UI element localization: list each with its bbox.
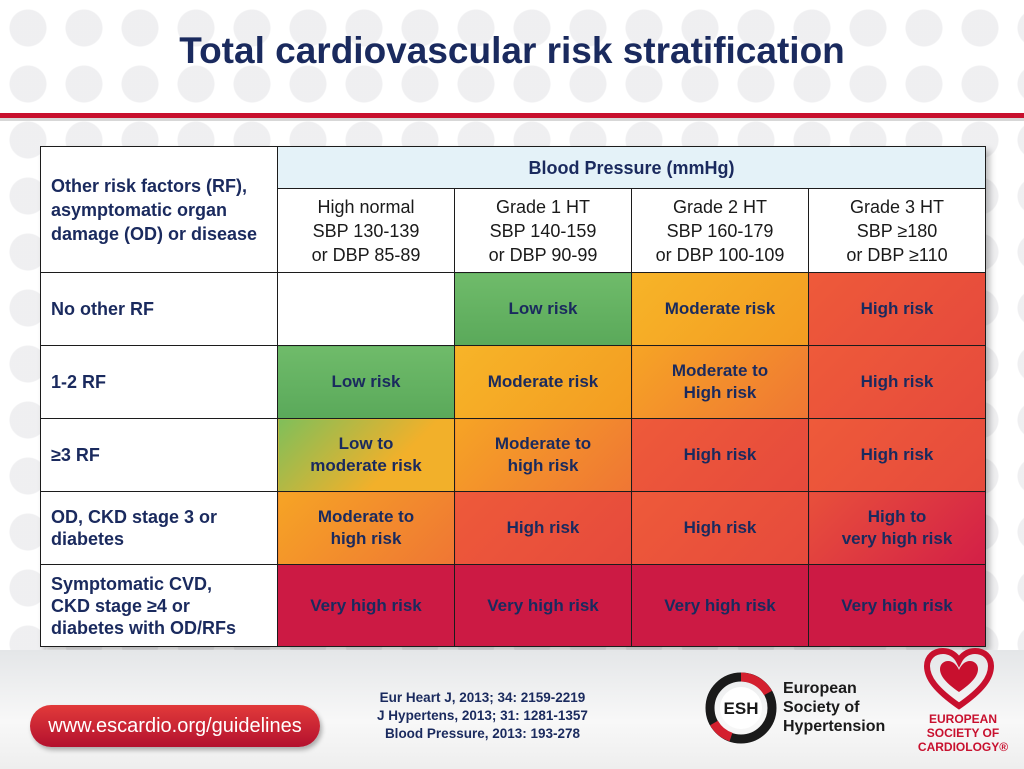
esh-abbr: ESH (724, 699, 759, 718)
risk-cell: Low risk (277, 345, 455, 419)
risk-cell: High risk (808, 345, 986, 419)
references: Eur Heart J, 2013; 34: 2159-2219 J Hyper… (365, 689, 600, 743)
row-label: OD, CKD stage 3 or diabetes (40, 491, 278, 565)
esc-heart-logo-icon (924, 648, 994, 710)
risk-cell (277, 272, 455, 346)
row-label: 1-2 RF (40, 345, 278, 419)
grade-3-ht: Grade 3 HT SBP ≥180 or DBP ≥110 (808, 188, 986, 273)
reference-line: Blood Pressure, 2013: 193-278 (384, 726, 581, 741)
esh-logo-icon: ESH (705, 672, 777, 744)
risk-cell: High risk (808, 272, 986, 346)
table-row: Symptomatic CVD, CKD stage ≥4 or diabete… (40, 564, 986, 647)
risk-cell: Moderate to high risk (454, 418, 632, 492)
grade-high-normal: High normal SBP 130-139 or DBP 85-89 (277, 188, 455, 273)
risk-cell: High risk (808, 418, 986, 492)
table-row: OD, CKD stage 3 or diabetes Moderate to … (40, 491, 986, 565)
grade-2-ht: Grade 2 HT SBP 160-179 or DBP 100-109 (631, 188, 809, 273)
table-row: ≥3 RF Low to moderate risk Moderate to h… (40, 418, 986, 492)
risk-cell: High risk (454, 491, 632, 565)
risk-cell: High risk (631, 418, 809, 492)
risk-cell: Very high risk (454, 564, 632, 647)
bp-header: Blood Pressure (mmHg) (277, 146, 986, 189)
risk-cell: Very high risk (631, 564, 809, 647)
risk-cell: Moderate to High risk (631, 345, 809, 419)
risk-cell: Very high risk (808, 564, 986, 647)
reference-line: J Hypertens, 2013; 31: 1281-1357 (377, 708, 588, 723)
reference-line: Eur Heart J, 2013; 34: 2159-2219 (379, 690, 586, 705)
row-label: No other RF (40, 272, 278, 346)
risk-cell: Very high risk (277, 564, 455, 647)
risk-cell: High risk (631, 491, 809, 565)
risk-cell: Moderate risk (631, 272, 809, 346)
table-row: No other RF Low risk Moderate risk High … (40, 272, 986, 346)
row-label: ≥3 RF (40, 418, 278, 492)
title-divider-red (0, 113, 1024, 118)
slide-title: Total cardiovascular risk stratification (179, 30, 845, 71)
risk-cell: Low risk (454, 272, 632, 346)
risk-stratification-table: Other risk factors (RF), asymptomatic or… (40, 146, 986, 647)
risk-cell: Moderate risk (454, 345, 632, 419)
row-label: Symptomatic CVD, CKD stage ≥4 or diabete… (40, 564, 278, 647)
table-row: 1-2 RF Low risk Moderate risk Moderate t… (40, 345, 986, 419)
title-divider-grey (0, 118, 1024, 121)
risk-cell: Moderate to high risk (277, 491, 455, 565)
esh-name: European Society of Hypertension (783, 680, 886, 735)
row-header-title: Other risk factors (RF), asymptomatic or… (40, 146, 278, 273)
esc-name: EUROPEAN SOCIETY OF CARDIOLOGY® (917, 712, 1009, 754)
grade-1-ht: Grade 1 HT SBP 140-159 or DBP 90-99 (454, 188, 632, 273)
guidelines-link[interactable]: www.escardio.org/guidelines (30, 705, 320, 747)
risk-cell: Low to moderate risk (277, 418, 455, 492)
risk-cell: High to very high risk (808, 491, 986, 565)
guidelines-url[interactable]: www.escardio.org/guidelines (48, 715, 302, 737)
